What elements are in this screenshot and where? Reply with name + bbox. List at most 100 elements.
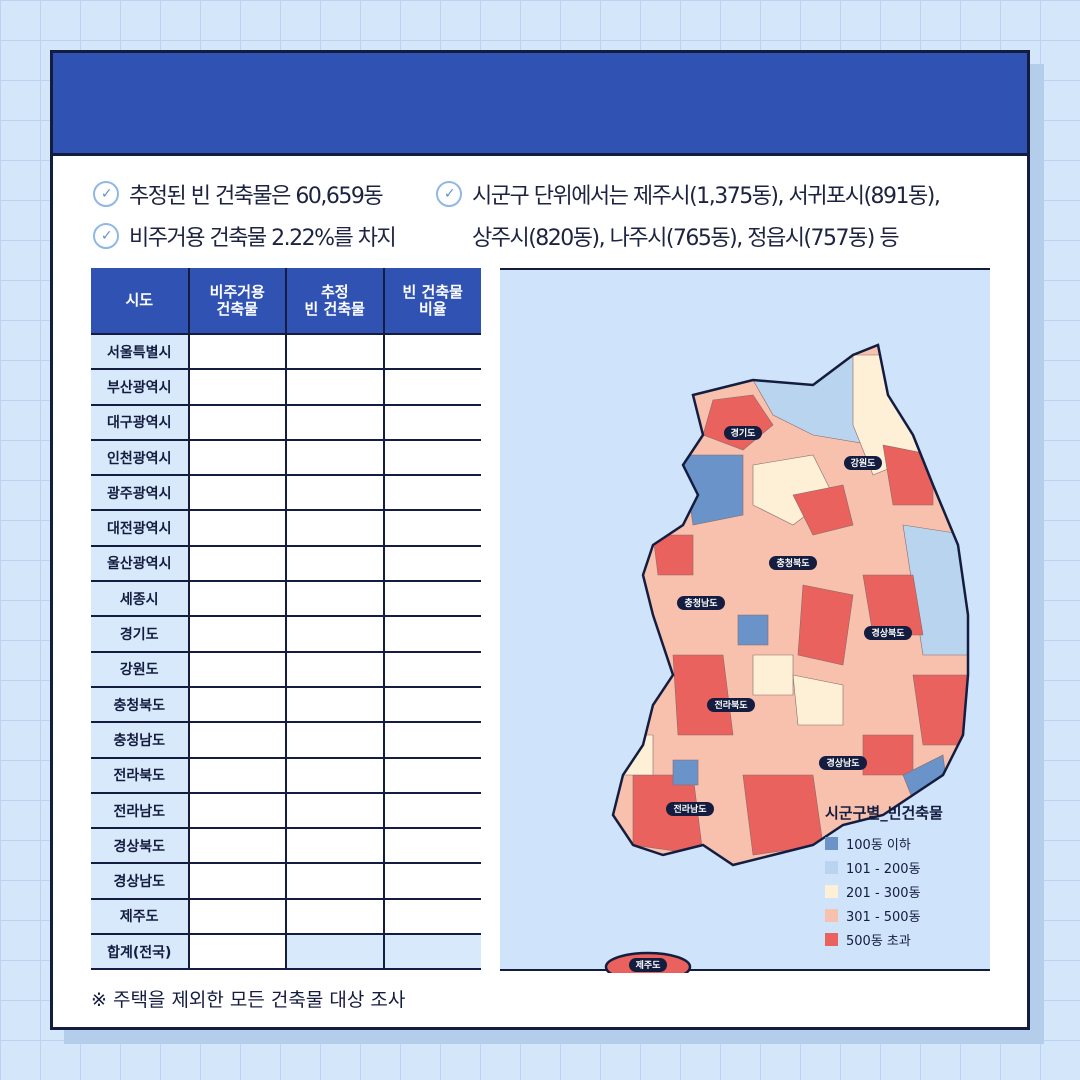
region-label: 충청북도 (776, 557, 810, 569)
table-row: 합계(전국) (91, 933, 481, 971)
value-cell (187, 332, 287, 371)
region-name: 서울특별시 (91, 332, 190, 371)
legend-label: 500동 초과 (846, 933, 911, 949)
region-patch (737, 614, 769, 646)
footnote: ※ 주택을 제외한 모든 건축물 대상 조사 (91, 989, 406, 1011)
table-row: 경기도 (91, 615, 481, 653)
value-cell (382, 544, 481, 583)
region-label-bg (629, 958, 667, 972)
region-name: 울산광역시 (91, 544, 190, 583)
table-row: 경상남도 (91, 862, 481, 900)
region-label-bg (677, 596, 725, 610)
legend-item: 500동 초과 (825, 927, 943, 951)
value-cell (285, 827, 385, 865)
region-name: 강원도 (91, 650, 190, 688)
value-cell (382, 650, 481, 688)
legend-item: 301 - 500동 (825, 903, 943, 927)
region-name: 충청북도 (91, 685, 190, 724)
table-row: 전라북도 (91, 756, 481, 794)
bullet-total: ✓ 추정된 빈 건축물은 60,659동 (93, 178, 384, 210)
region-label-bg (769, 556, 817, 570)
table-row: 부산광역시 (91, 368, 481, 406)
bullet-sigungu: ✓ 시군구 단위에서는 제주시(1,375동), 서귀포시(891동), (436, 178, 941, 210)
value-cell (382, 580, 481, 618)
bullet-text: 상주시(820동), 나주시(765동), 정읍시(757동) 등 (472, 226, 900, 251)
region-label: 제주도 (636, 959, 662, 971)
value-cell (285, 509, 385, 547)
value-cell (382, 756, 481, 794)
region-label-bg (864, 626, 912, 640)
value-cell (187, 862, 287, 900)
legend-item: 101 - 200동 (825, 855, 943, 879)
value-cell (382, 615, 481, 653)
region-name: 부산광역시 (91, 368, 190, 406)
choropleth-map: 경기도 강원도 충청북도 충청남도 경상북도 전라북도 경상남도 전라남도 제주도 시군구별_빈… (500, 268, 990, 973)
value-cell (187, 791, 287, 830)
value-cell (285, 933, 385, 971)
region-patch (862, 574, 924, 636)
region-name: 광주광역시 (91, 474, 190, 512)
region-patch (613, 734, 654, 776)
value-cell (285, 791, 385, 830)
value-cell (187, 615, 287, 653)
region-name: 경상북도 (91, 827, 190, 865)
value-cell (187, 580, 287, 618)
value-cell (187, 756, 287, 794)
value-cell (285, 721, 385, 759)
value-cell (187, 438, 287, 477)
legend-swatch (825, 908, 838, 922)
region-patch (792, 674, 844, 726)
value-cell (382, 721, 481, 759)
region-name: 경상남도 (91, 862, 190, 900)
legend-title: 시군구별_빈건축물 (825, 804, 943, 822)
value-cell (187, 721, 287, 759)
value-cell (285, 438, 385, 477)
value-cell (187, 685, 287, 724)
table-row: 인천광역시 (91, 438, 481, 477)
table-row: 강원도 (91, 650, 481, 688)
column-header: 시도 (91, 268, 190, 335)
bullet-text: 추정된 빈 건축물은 60,659동 (129, 184, 384, 209)
value-cell (187, 544, 287, 583)
value-cell (382, 897, 481, 936)
region-name: 인천광역시 (91, 438, 190, 477)
region-patch (752, 654, 794, 696)
legend-label: 100동 이하 (846, 837, 911, 853)
bullet-sigungu-cont: 상주시(820동), 나주시(765동), 정읍시(757동) 등 (472, 220, 900, 252)
region-label: 경기도 (731, 427, 757, 439)
value-cell (285, 685, 385, 724)
region-label: 경상북도 (871, 627, 905, 639)
region-patch (792, 484, 854, 536)
legend-swatch (825, 884, 838, 898)
legend-item: 100동 이하 (825, 831, 943, 855)
value-cell (382, 368, 481, 406)
column-header: 추정 빈 건축물 (285, 268, 385, 335)
value-cell (187, 368, 287, 406)
region-label-bg (844, 456, 882, 470)
table-row: 경상북도 (91, 827, 481, 865)
table-row: 세종시 (91, 580, 481, 618)
legend-swatch (825, 836, 838, 850)
value-cell (187, 933, 287, 971)
value-cell (285, 897, 385, 936)
value-cell (285, 862, 385, 900)
region-name: 대전광역시 (91, 509, 190, 547)
table-row: 제주도 (91, 897, 481, 936)
region-patch (652, 534, 694, 576)
table-row: 충청남도 (91, 721, 481, 759)
region-patch (742, 774, 824, 856)
legend-swatch (825, 860, 838, 874)
table-row: 울산광역시 (91, 544, 481, 583)
bullet-text: 비주거용 건축물 2.22%를 차지 (129, 226, 397, 251)
check-circle-icon: ✓ (93, 181, 119, 207)
column-header: 빈 건축물 비율 (382, 268, 481, 335)
value-cell (187, 897, 287, 936)
value-cell (382, 685, 481, 724)
region-name: 세종시 (91, 580, 190, 618)
value-cell (285, 368, 385, 406)
value-cell (382, 933, 481, 971)
region-label: 전라남도 (673, 803, 707, 815)
region-name: 충청남도 (91, 721, 190, 759)
region-patch (672, 654, 734, 736)
